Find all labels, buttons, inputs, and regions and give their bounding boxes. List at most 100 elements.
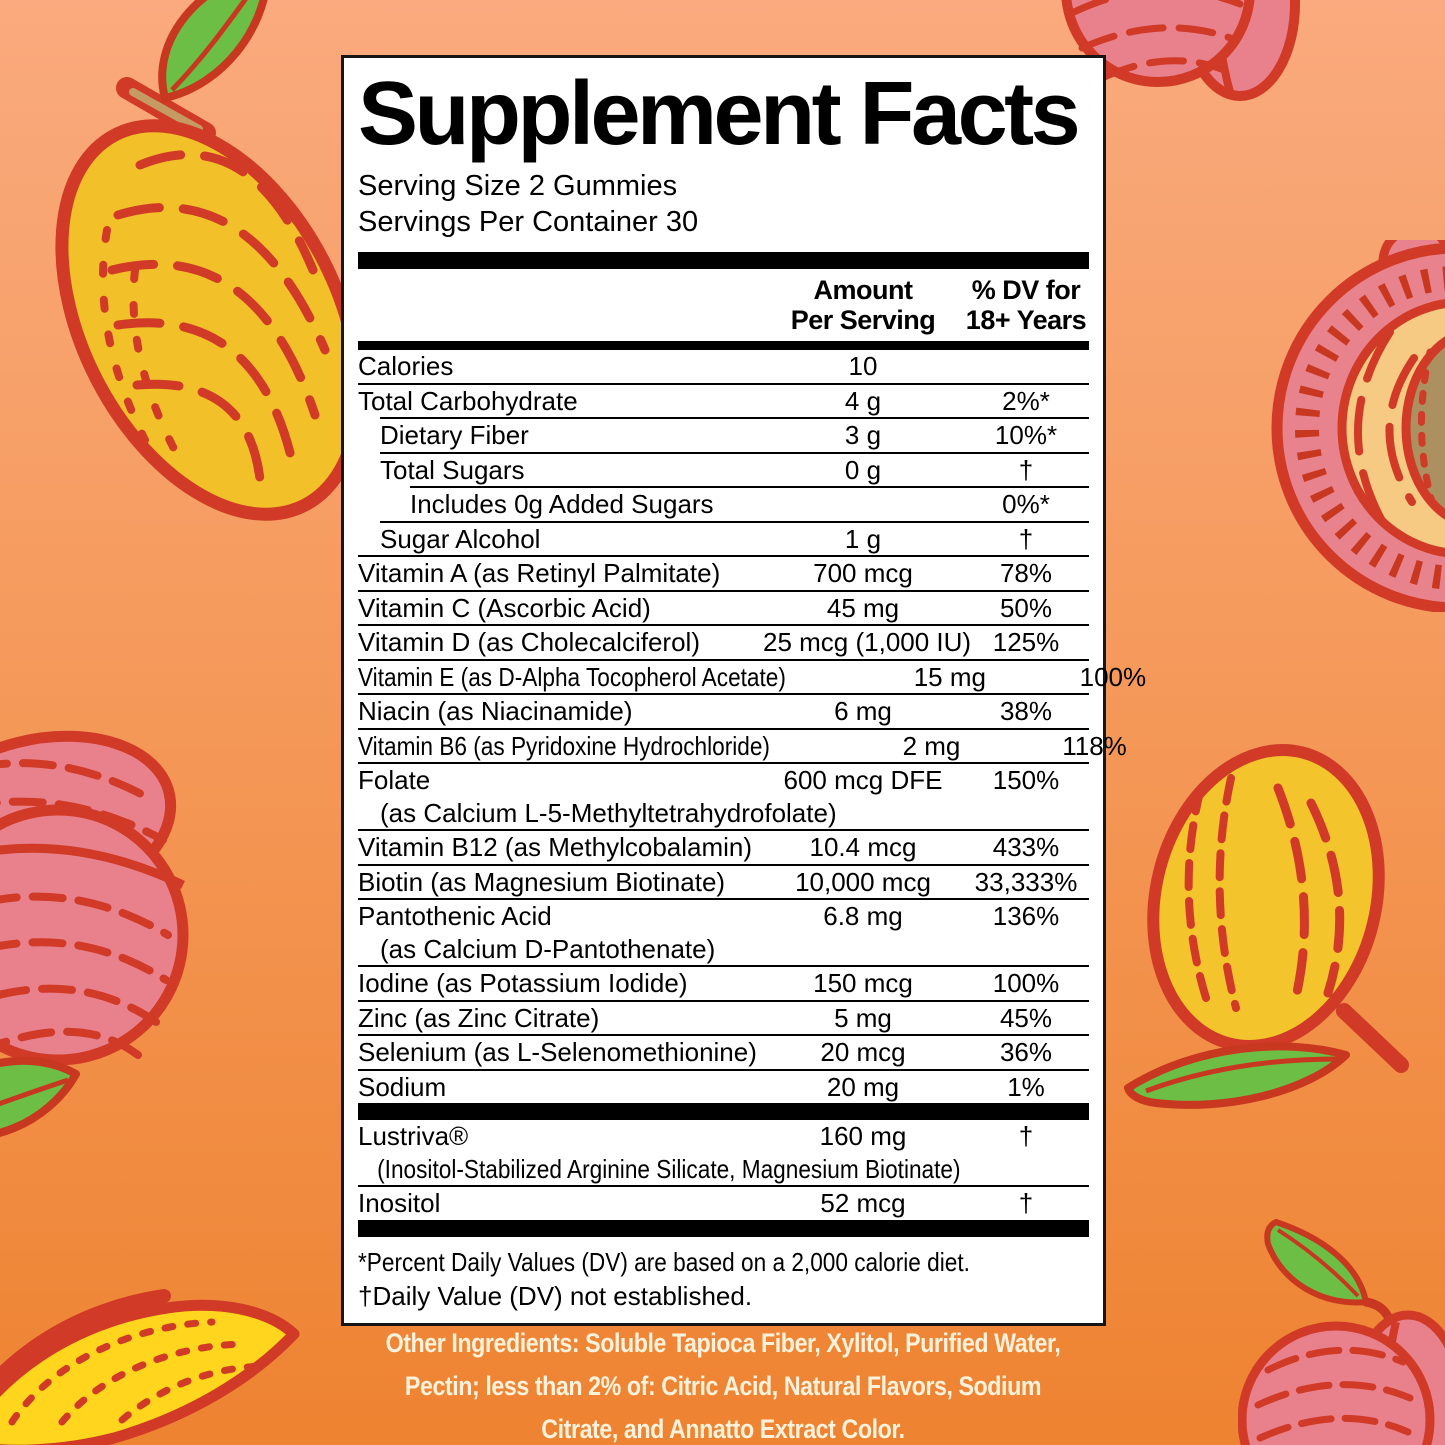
- nutrient-dv: †: [1018, 1188, 1034, 1218]
- nutrient-name: Inositol: [358, 1188, 441, 1218]
- nutrient-name: Folate: [358, 765, 431, 795]
- nutrient-dv: 118%: [1062, 730, 1127, 761]
- nutrient-amount: 1 g: [844, 523, 882, 554]
- nutrient-dv: 10%*: [994, 420, 1058, 450]
- footnote-dagger: †Daily Value (DV) not established.: [358, 1280, 753, 1311]
- nutrient-row: Niacin (as Niacinamide) 6 mg 38%: [358, 693, 1089, 728]
- nutrient-row: Vitamin B6 (as Pyridoxine Hydrochloride)…: [358, 727, 1127, 763]
- nutrient-row: Biotin (as Magnesium Biotinate) 10,000 mc…: [358, 863, 1089, 899]
- nutrient-amount: 150 mcg: [813, 968, 913, 998]
- nutrient-amount: 10: [848, 351, 878, 381]
- nutrient-row: Selenium (as L-Selenomethionine) 20 mcg 36…: [358, 1034, 1089, 1069]
- nutrient-row: Inositol 52 mcg †: [358, 1185, 1089, 1220]
- dv-column-header: % DV for 18+ Years: [965, 275, 1087, 335]
- nutrient-row: Vitamin B12 (as Methylcobalamin) 10.4 mcg…: [358, 829, 1089, 864]
- peach-illustration-bottom-right: [1237, 1210, 1445, 1445]
- nutrient-amount: 0 g: [844, 454, 882, 485]
- nutrient-name: Includes 0g Added Sugars: [410, 489, 714, 519]
- nutrient-dv: †: [1018, 1121, 1034, 1151]
- nutrient-dv: 1%: [1007, 1071, 1045, 1102]
- nutrient-dv: 100%: [1079, 661, 1147, 692]
- column-headers: Amount Per Serving % DV for 18+ Years: [358, 269, 1089, 341]
- nutrient-amount: 4 g: [844, 385, 882, 416]
- nutrient-row: Vitamin E (as D-Alpha Tocopherol Acetate…: [358, 658, 1146, 694]
- nutrient-name: Vitamin A (as Retinyl Palmitate): [358, 558, 721, 588]
- nutrient-row: Calories 10: [358, 350, 1089, 383]
- panel-title: Supplement Facts: [358, 64, 1081, 164]
- nutrient-amount: 52 mcg: [820, 1188, 906, 1218]
- nutrient-amount: 10.4 mcg: [809, 832, 917, 862]
- divider-bar: [358, 1103, 1089, 1120]
- nutrient-name: Lustriva®: [358, 1121, 469, 1151]
- footnotes: *Percent Daily Values (DV) are based on …: [358, 1237, 1089, 1313]
- nutrient-row: Sugar Alcohol 1 g †: [380, 520, 1089, 556]
- nutrient-amount: [763, 488, 963, 521]
- nutrient-dv: 33,333%: [974, 866, 1078, 897]
- nutrient-name: Pantothenic Acid: [358, 901, 552, 931]
- nutrient-amount: 45 mg: [826, 592, 900, 623]
- peach-half-illustration-right: [1262, 223, 1445, 614]
- nutrient-dv: 2%*: [1002, 385, 1050, 416]
- nutrient-subline: (as Calcium L-5-Methyltetrahydrofolate): [380, 797, 837, 828]
- servings-per-container: Servings Per Container 30: [358, 206, 699, 238]
- divider-bar: [358, 1219, 1089, 1237]
- nutrient-name: Niacin (as Niacinamide): [358, 696, 633, 726]
- nutrient-name: Vitamin D (as Cholecalciferol): [358, 627, 700, 657]
- nutrient-dv: †: [1018, 523, 1034, 554]
- other-ingredients-line: Citrate, and Annatto Extract Color.: [541, 1414, 905, 1444]
- nutrient-name: Total Carbohydrate: [358, 385, 578, 416]
- divider-bar: [358, 252, 1089, 269]
- nutrient-amount: 600 mcg DFE: [783, 765, 943, 795]
- nutrient-dv: 433%: [992, 832, 1060, 862]
- nutrient-row: Zinc (as Zinc Citrate) 5 mg 45%: [358, 999, 1089, 1035]
- nutrient-name: Vitamin E (as D-Alpha Tocopherol Acetate…: [358, 661, 786, 692]
- branded-ingredients-table: Lustriva® 160 mg † (Inositol-Stabilized Arg…: [358, 1120, 1089, 1220]
- nutrient-amount: 6 mg: [834, 696, 892, 726]
- nutrient-amount: 2 mg: [902, 730, 961, 761]
- nutrient-name: Zinc (as Zinc Citrate): [358, 1002, 600, 1033]
- divider-bar: [358, 341, 1089, 350]
- mango-illustration-bottom-right: [1106, 733, 1445, 1133]
- nutrient-name: Calories: [358, 351, 454, 381]
- nutrient-row: Pantothenic Acid 6.8 mg 136% (as Calcium D-…: [358, 898, 1089, 965]
- nutrient-subline: (as Calcium D-Pantothenate): [380, 933, 716, 964]
- nutrient-dv: [963, 350, 1089, 383]
- nutrient-amount: 20 mcg: [820, 1037, 906, 1067]
- header-spacer: [358, 275, 763, 335]
- nutrient-row: Folate 600 mcg DFE 150% (as Calcium L-5-Met…: [358, 762, 1089, 829]
- nutrient-name: Vitamin B12 (as Methylcobalamin): [358, 832, 753, 862]
- nutrient-name: Selenium (as L-Selenomethionine): [358, 1037, 757, 1067]
- footnote-dv: *Percent Daily Values (DV) are based on …: [358, 1246, 970, 1277]
- nutrient-row: Vitamin A (as Retinyl Palmitate) 700 mcg 7…: [358, 555, 1089, 590]
- nutrient-amount: 160 mg: [819, 1121, 907, 1151]
- other-ingredients-line: Other Ingredients: Soluble Tapioca Fiber…: [385, 1328, 1061, 1358]
- nutrient-dv: 45%: [999, 1002, 1053, 1033]
- nutrient-name: Sugar Alcohol: [380, 523, 541, 554]
- nutrient-amount: 25 mcg (1,000 IU): [763, 627, 972, 657]
- nutrient-row: Vitamin D (as Cholecalciferol) 25 mcg (1,…: [358, 624, 1089, 659]
- nutrient-amount: 6.8 mg: [823, 901, 903, 931]
- nutrient-dv: 38%: [999, 696, 1053, 726]
- peach-illustration-left-middle: [0, 700, 233, 1152]
- amount-column-header: Amount Per Serving: [790, 275, 936, 335]
- supplement-facts-panel: Supplement Facts Serving Size 2 Gummies …: [341, 55, 1146, 1326]
- nutrient-name: Vitamin B6 (as Pyridoxine Hydrochloride): [358, 730, 770, 761]
- serving-size: Serving Size 2 Gummies: [358, 170, 678, 202]
- nutrient-dv: †: [1018, 454, 1034, 485]
- nutrient-amount: 700 mcg: [813, 558, 913, 588]
- nutrient-row: Vitamin C (Ascorbic Acid) 45 mg 50%: [358, 589, 1089, 625]
- nutrient-dv: 125%: [992, 627, 1060, 657]
- nutrient-row: Lustriva® 160 mg † (Inositol-Stabilized Arg…: [358, 1120, 1089, 1185]
- nutrient-dv: 50%: [999, 592, 1053, 623]
- nutrient-name: Dietary Fiber: [380, 420, 529, 450]
- nutrient-table: Calories 10 Total Carbohydrate 4 g 2%* Dietar…: [358, 350, 1146, 1103]
- mango-slice-illustration-bottom-left: [0, 1282, 307, 1445]
- nutrient-dv: 136%: [992, 901, 1060, 931]
- nutrient-amount: 15 mg: [913, 661, 986, 692]
- nutrient-name: Vitamin C (Ascorbic Acid): [358, 592, 651, 623]
- nutrient-amount: 10,000 mcg: [795, 866, 931, 897]
- nutrient-name: Iodine (as Potassium Iodide): [358, 968, 688, 998]
- nutrient-subline: (Inositol-Stabilized Arginine Silicate, …: [377, 1153, 961, 1184]
- nutrient-dv: 0%*: [1002, 489, 1050, 519]
